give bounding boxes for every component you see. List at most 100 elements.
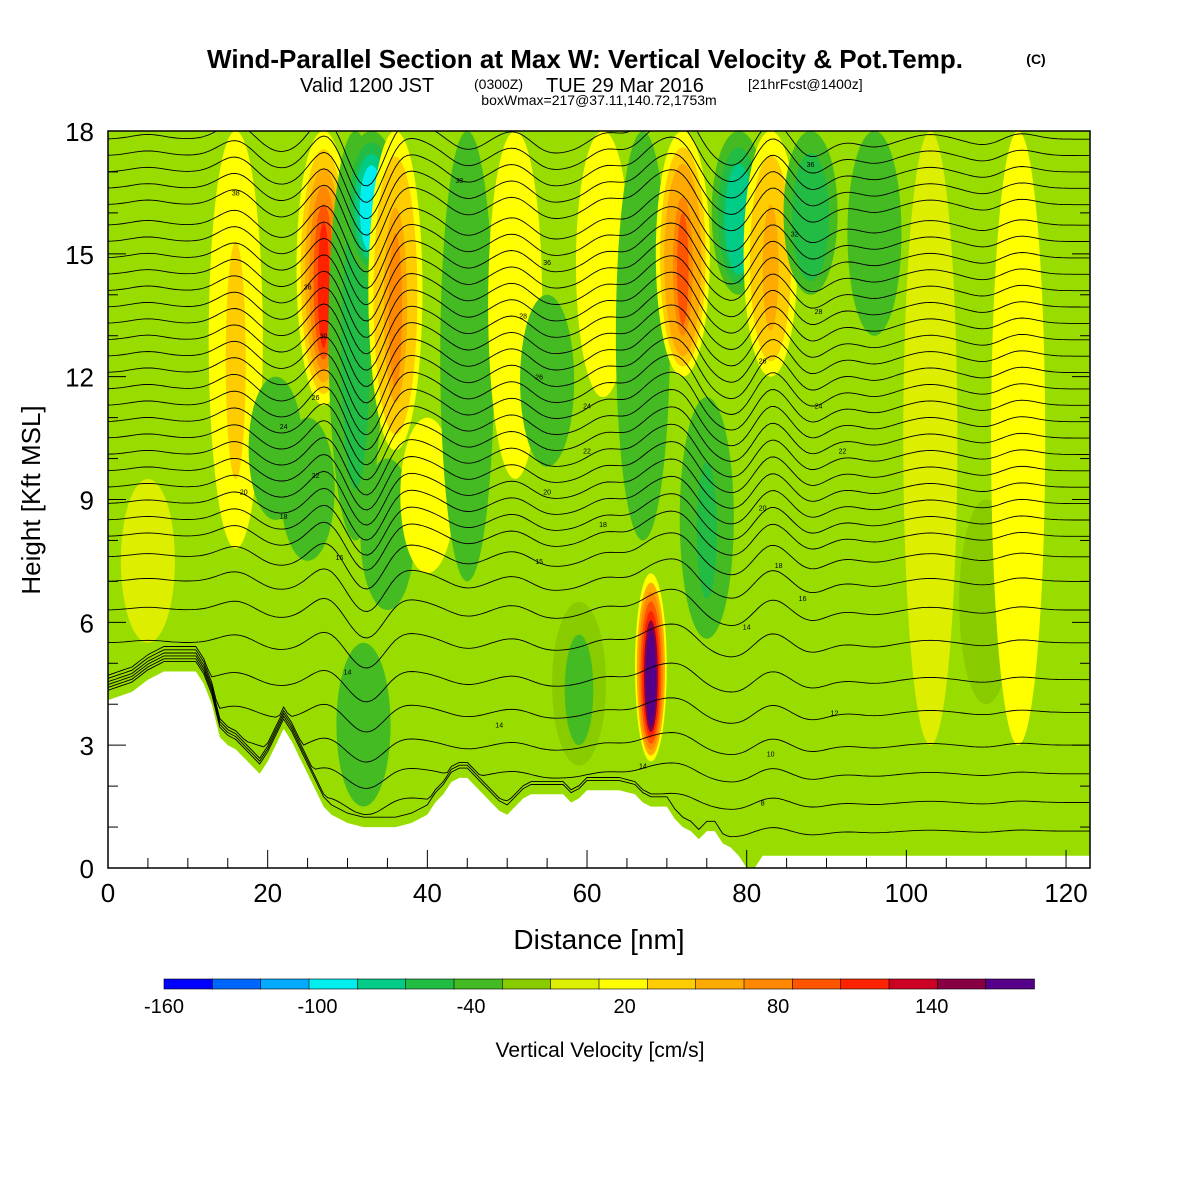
theta-contour <box>108 458 1090 526</box>
x-tick-label: 40 <box>413 878 442 908</box>
colorbar-tick-label: 80 <box>767 996 789 1018</box>
theta-contour <box>108 652 1090 763</box>
theta-contour <box>108 288 1090 371</box>
colorbar-swatch <box>357 978 407 990</box>
theta-contour <box>108 475 1090 541</box>
w-contour-band <box>225 242 246 480</box>
colorbar-tick-labels: -160 -100 -40 20 80 140 <box>144 996 948 1018</box>
y-tick-label: 3 <box>80 731 94 761</box>
theta-contour-label: 10 <box>767 751 775 758</box>
theta-contour <box>108 661 1090 838</box>
vertical-velocity-field <box>120 131 1046 807</box>
colorbar-tick-label: -40 <box>457 996 486 1018</box>
theta-contour <box>108 131 1090 203</box>
w-cell <box>520 294 575 467</box>
w-cell <box>743 131 798 377</box>
colorbar-swatch <box>260 978 310 990</box>
x-tick-label: 80 <box>732 878 761 908</box>
theta-contour-label: 36 <box>543 260 551 267</box>
w-cell <box>368 131 423 451</box>
colorbar-swatch <box>502 978 552 990</box>
theta-contour <box>108 337 1090 420</box>
w-contour-band <box>293 446 322 544</box>
theta-contour-label: 36 <box>304 285 312 292</box>
x-tick-label: 0 <box>101 878 115 908</box>
colorbar-swatch <box>888 978 939 990</box>
colorbar-label: Vertical Velocity [cm/s] <box>496 1039 705 1062</box>
colorbar-swatch <box>695 978 745 990</box>
theta-contour <box>108 406 1090 481</box>
w-contour-band <box>413 448 442 554</box>
w-contour-band <box>647 639 655 721</box>
colorbar-tick-label: 140 <box>915 996 948 1018</box>
theta-contour-label: 24 <box>583 403 591 410</box>
theta-contour-label: 16 <box>799 596 807 603</box>
subtitle-utc: (0300Z) <box>474 76 523 92</box>
theta-contour <box>108 131 1090 187</box>
theta-contour-label: 14 <box>344 669 352 676</box>
plot-area: 38 38 36 36 36 32 30 28 28 26 26 26 24 24 24 22 22 22 20 20… <box>108 131 1090 868</box>
colorbar-swatch <box>550 978 600 990</box>
theta-contour <box>108 271 1090 355</box>
colorbar <box>163 978 1035 990</box>
theta-contour <box>108 189 1090 273</box>
theta-contour-label: 8 <box>761 800 765 807</box>
theta-contour-label: 24 <box>815 403 823 410</box>
theta-contour <box>108 649 1090 733</box>
subtitle-line: Valid 1200 JST (0300Z) TUE 29 Mar 2016 [… <box>300 75 863 97</box>
w-contour-band <box>373 488 402 592</box>
theta-contour <box>108 320 1090 404</box>
theta-contour <box>108 136 1090 220</box>
theta-contour-label: 30 <box>320 334 328 341</box>
theta-contour-label: 20 <box>240 489 248 496</box>
terrain-mask <box>108 671 1090 868</box>
chart-title: Wind-Parallel Section at Max W: Vertical… <box>207 44 963 74</box>
theta-contour-label: 18 <box>599 522 607 529</box>
theta-contour-label: 16 <box>336 555 344 562</box>
y-tick-label: 0 <box>80 854 94 884</box>
subtitle-valid: Valid 1200 JST <box>300 75 434 97</box>
theta-contour <box>108 658 1090 815</box>
w-contour-band <box>762 204 779 331</box>
w-cell <box>336 642 391 807</box>
w-contour-band <box>677 212 689 326</box>
w-contour-band <box>317 222 330 349</box>
w-cell <box>991 131 1046 746</box>
theta-contour-label: 28 <box>815 309 823 316</box>
colorbar-swatch <box>212 978 262 990</box>
theta-contour <box>108 655 1090 789</box>
w-contour-band <box>991 131 1046 746</box>
theta-contour-label: 22 <box>839 448 847 455</box>
x-axis-label: Distance [nm] <box>513 924 684 955</box>
y-tick-label: 9 <box>80 486 94 516</box>
potential-temperature-contours <box>108 131 1090 838</box>
x-tick-label: 60 <box>573 878 602 908</box>
x-tick-label: 20 <box>253 878 282 908</box>
w-cell <box>635 573 667 762</box>
theta-contour-label: 15 <box>535 559 543 566</box>
w-contour-band <box>588 184 618 364</box>
subtitle-box: boxWmax=217@37.11,140.72,1753m <box>481 92 716 108</box>
theta-contour-label: 36 <box>807 162 815 169</box>
w-contour-band <box>336 642 391 807</box>
theta-contour <box>108 222 1090 306</box>
theta-contour <box>108 371 1090 451</box>
w-contour-band <box>730 180 747 265</box>
theta-contour-label: 26 <box>312 395 320 402</box>
w-cell <box>655 131 710 377</box>
theta-contour-label: 14 <box>639 764 647 771</box>
theta-contour <box>108 304 1090 387</box>
y-axis-label: Height [Kft MSL] <box>16 405 46 594</box>
x-tick-label: 120 <box>1044 878 1087 908</box>
colorbar-tick-label: -100 <box>298 996 338 1018</box>
w-contour-band <box>341 212 370 490</box>
theta-contour <box>108 255 1090 338</box>
theta-contour <box>108 588 1090 639</box>
theta-contour-label: 18 <box>280 514 288 521</box>
colorbar-swatch <box>647 978 697 990</box>
theta-contour <box>108 206 1090 289</box>
theta-contour <box>108 510 1090 571</box>
colorbar-swatch <box>405 978 455 990</box>
theta-contour <box>108 423 1090 496</box>
